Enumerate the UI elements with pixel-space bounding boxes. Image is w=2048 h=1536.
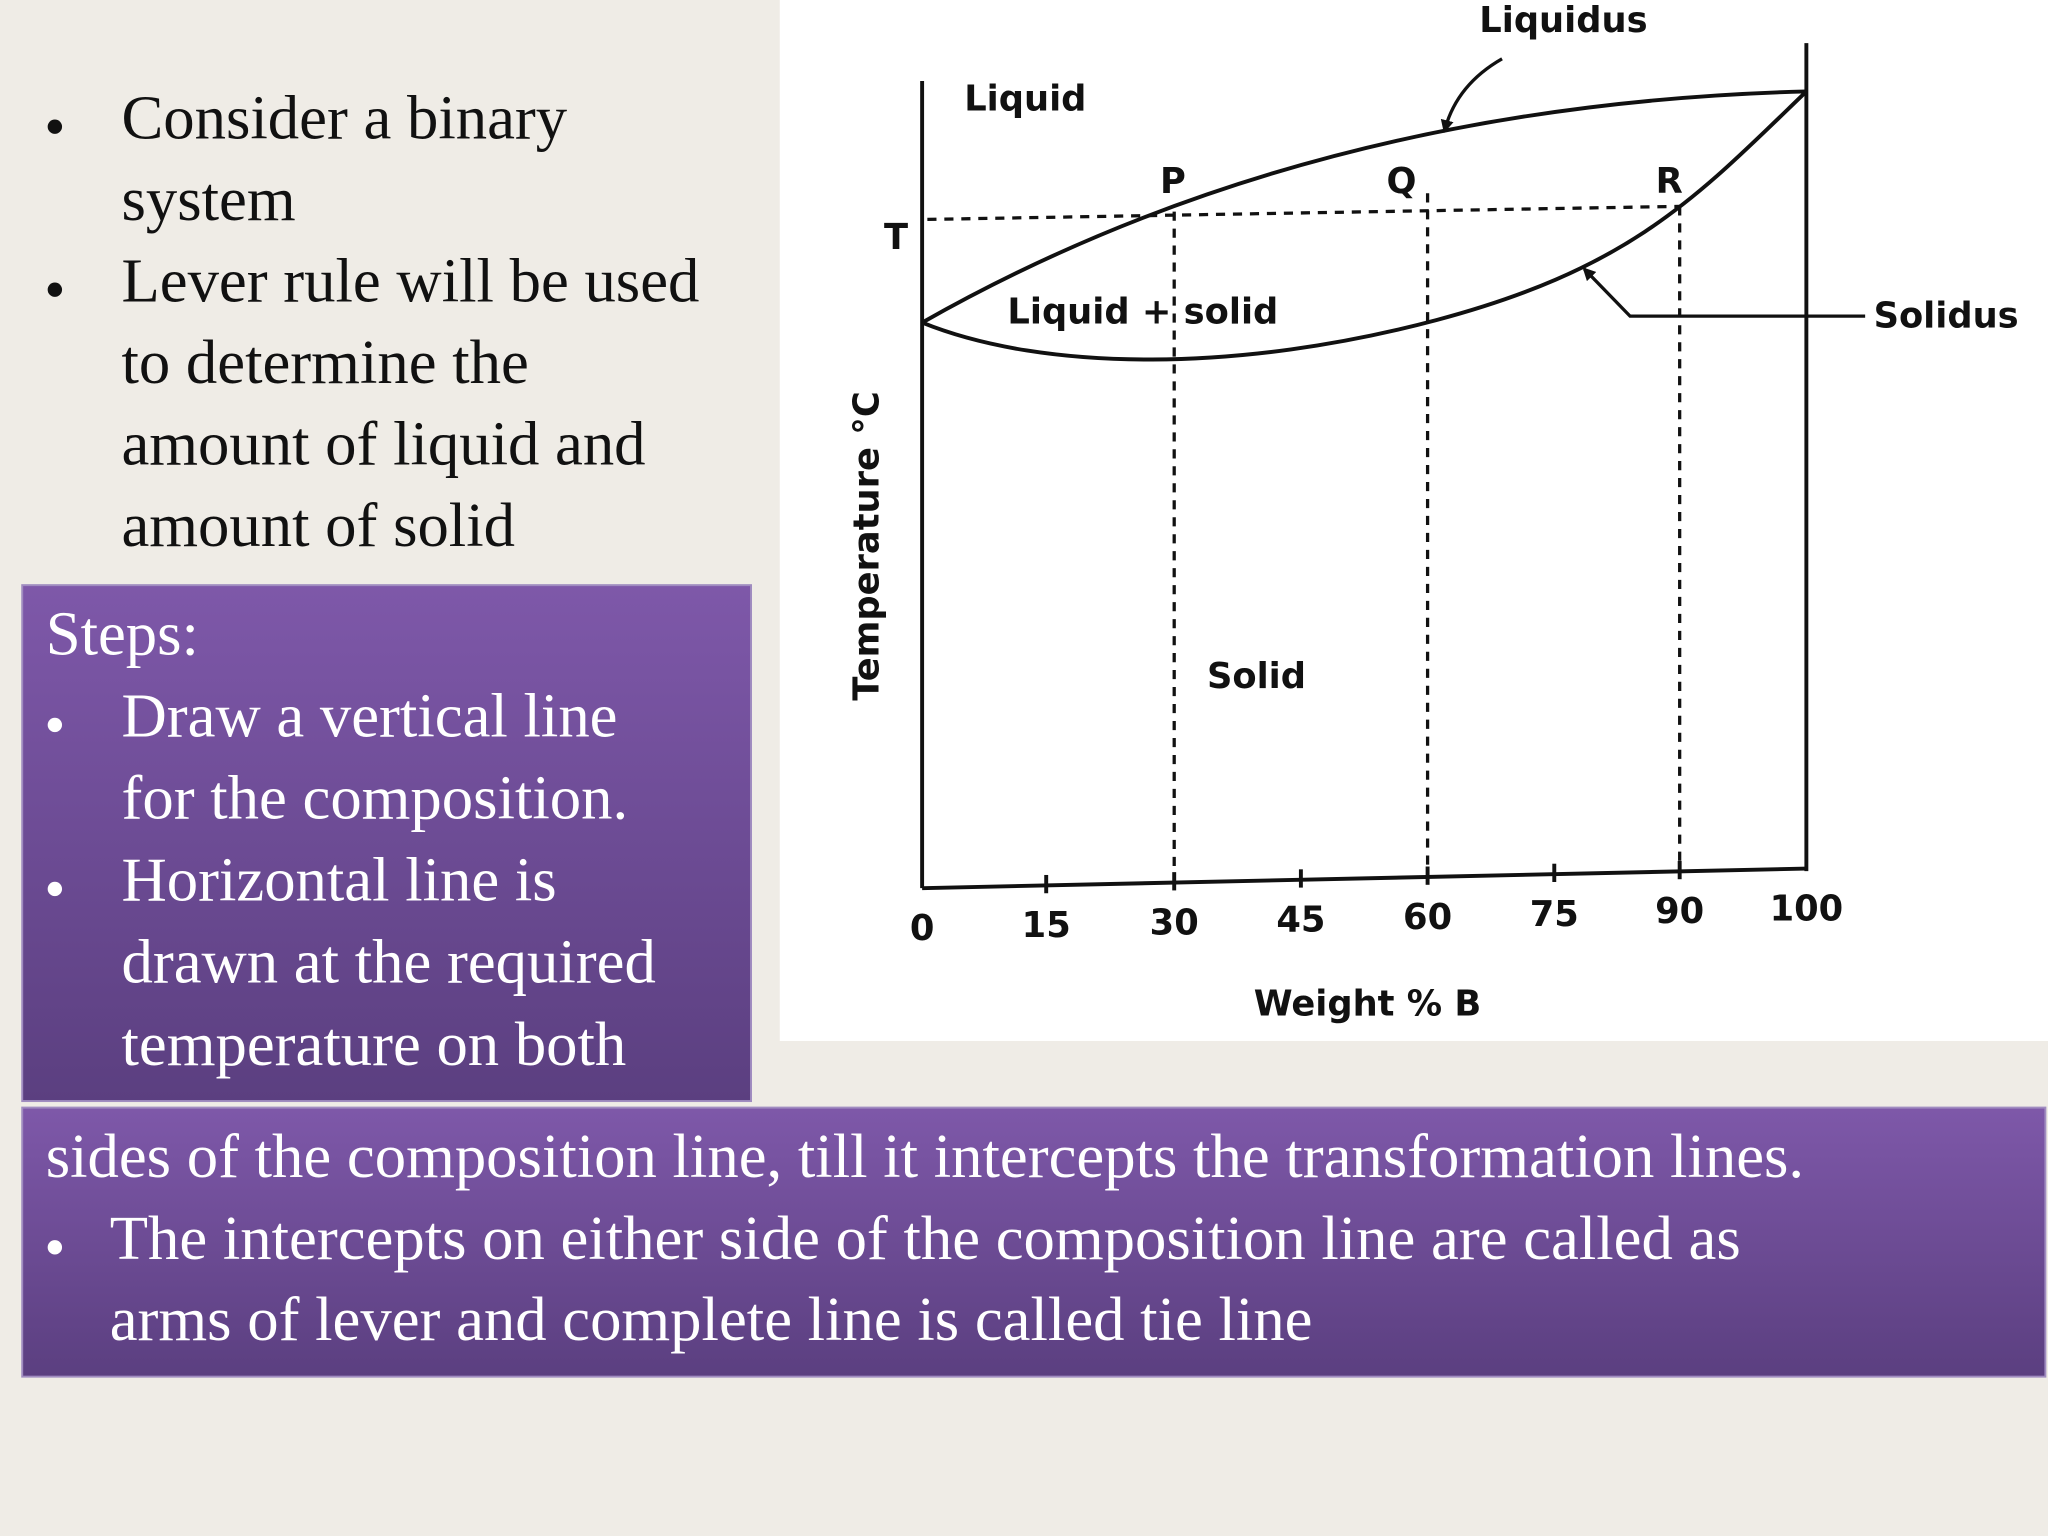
x-ticks: 0 15 30 45 60 75 90 100 [910, 860, 1844, 949]
bullet-text: system [121, 164, 295, 234]
region-label: Solid [1207, 656, 1306, 697]
bullet-text: drawn at the required [121, 927, 655, 997]
bullet [47, 881, 63, 897]
solidus-curve [921, 90, 1808, 362]
diagram-panel [779, 0, 2048, 1041]
continuation-box [21, 1106, 2047, 1378]
bullet-text: Horizontal line is [121, 845, 556, 915]
bullet-text: The intercepts on either side of the com… [110, 1203, 1741, 1273]
bullet-text: amount of solid [121, 490, 515, 560]
bullet [47, 119, 63, 134]
point-label: P [1160, 161, 1186, 202]
bullet-text: temperature on both [121, 1009, 626, 1079]
point-label: Q [1386, 161, 1416, 202]
phase-diagram [920, 43, 1866, 891]
x-tick-label: 0 [910, 908, 935, 949]
steps-box [21, 584, 752, 1103]
solidus-pointer [1582, 267, 1866, 318]
y-axis-title: Temperature °C [847, 391, 888, 700]
bullet [47, 1240, 63, 1255]
bullet-text: Lever rule will be used [121, 245, 699, 315]
x-tick-label: 45 [1276, 900, 1325, 941]
point-label: R [1656, 161, 1683, 202]
x-axis [922, 866, 1807, 891]
solidus-label: Solidus [1874, 295, 2019, 336]
liquidus-curve [921, 89, 1807, 325]
bullet-text: arms of lever and complete line is calle… [110, 1284, 1313, 1354]
bullet-text: for the composition. [121, 763, 628, 833]
steps-heading: Steps: [46, 598, 199, 668]
x-tick-label: 60 [1403, 897, 1452, 938]
slide-text: Consider a binary system Lever rule will b… [46, 82, 1804, 1354]
bullet [47, 282, 63, 297]
bullet [47, 717, 63, 733]
x-axis-title: Weight % B [1254, 984, 1482, 1025]
region-label: Liquid [964, 79, 1086, 120]
bullet-text: Draw a vertical line [121, 681, 617, 751]
tie-line [927, 204, 1680, 222]
x-tick-label: 30 [1150, 902, 1199, 943]
bullet-text: amount of liquid and [121, 408, 645, 478]
bullet-text: to determine the [121, 327, 528, 397]
x-tick-label: 90 [1655, 891, 1704, 932]
continuation-text: sides of the composition line, till it i… [46, 1121, 1804, 1191]
region-label: Liquid + solid [1007, 291, 1278, 332]
x-tick-label: 100 [1770, 888, 1844, 929]
bullet-text: Consider a binary [121, 82, 567, 152]
x-tick-label: 15 [1022, 905, 1071, 946]
x-tick-label: 75 [1530, 894, 1579, 935]
liquidus-pointer [1440, 57, 1503, 134]
liquidus-label: Liquidus [1479, 0, 1647, 41]
temperature-label: T [884, 217, 908, 258]
